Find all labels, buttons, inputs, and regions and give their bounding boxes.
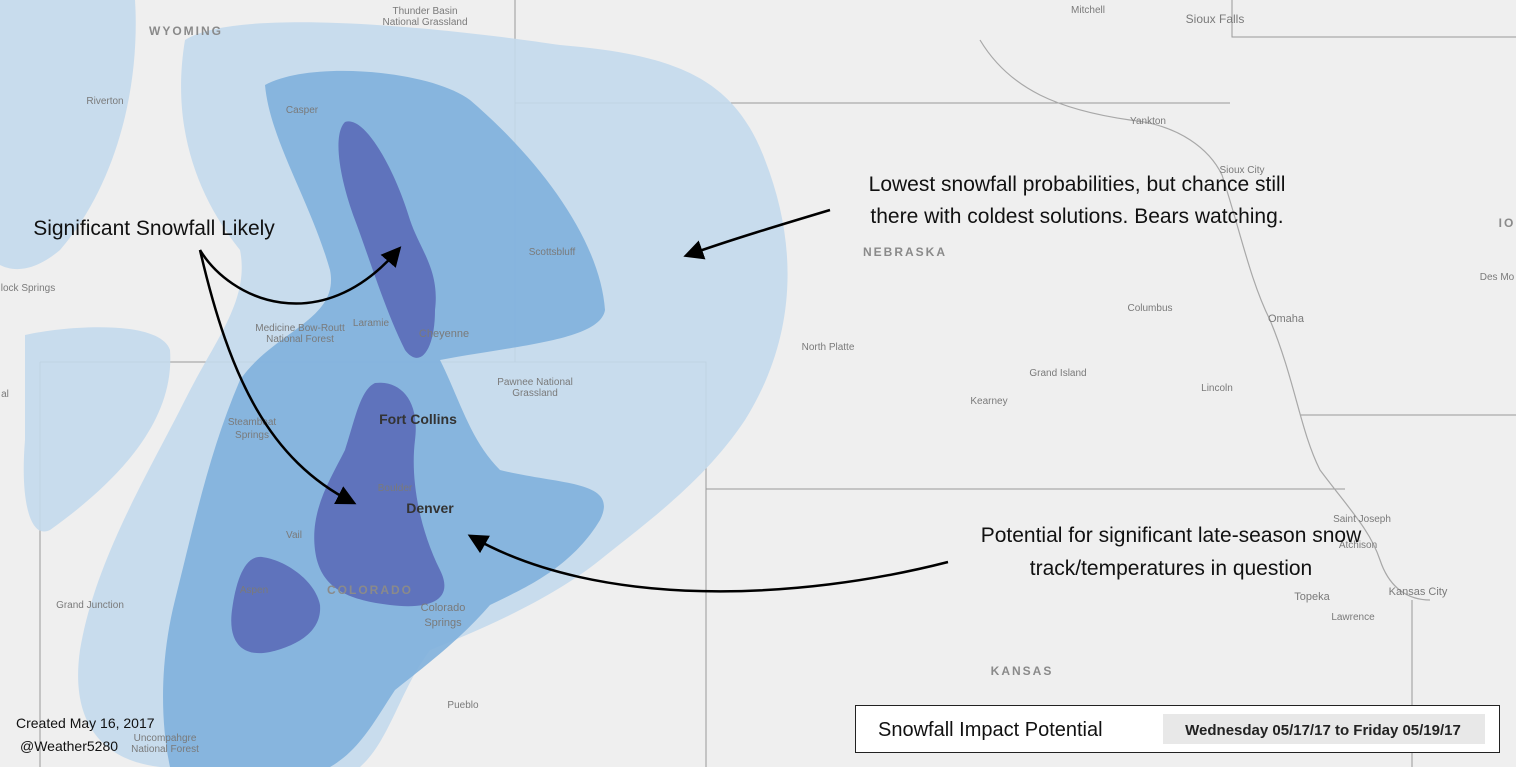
state-label: NEBRASKA	[863, 245, 947, 259]
place-label: Grand Island	[1029, 368, 1086, 379]
annotation: there with coldest solutions. Bears watc…	[870, 205, 1283, 228]
place-label: Aspen	[240, 585, 268, 596]
snow-areas	[0, 0, 788, 767]
place-label: Steamboat	[228, 417, 277, 428]
credit: Created May 16, 2017	[16, 715, 155, 731]
state-label: COLORADO	[327, 583, 413, 597]
place-label: lock Springs	[1, 283, 55, 294]
place-label: Springs	[235, 430, 269, 441]
place-labels: Thunder Basin National Grassland Mitchel…	[1, 5, 1515, 755]
credits: Created May 16, 2017 @Weather5280	[16, 715, 155, 754]
place-label: Casper	[286, 105, 319, 116]
place-label: Pawnee National	[497, 377, 573, 388]
place-label: al	[1, 389, 9, 400]
place-label: Springs	[424, 617, 462, 629]
place-label: Des Mo	[1480, 272, 1515, 283]
major-place-label: Fort Collins	[379, 411, 457, 427]
place-label: Lawrence	[1331, 612, 1375, 623]
place-label: Vail	[286, 530, 302, 541]
place-label: Cheyenne	[419, 328, 469, 340]
legend: Snowfall Impact Potential Wednesday 05/1…	[855, 705, 1500, 753]
place-label: Kearney	[970, 396, 1007, 407]
annotation: Lowest snowfall probabilities, but chanc…	[869, 173, 1286, 196]
place-label: Riverton	[86, 96, 123, 107]
place-label: Atchison	[1339, 540, 1377, 551]
place-label: Uncompahgre	[134, 733, 197, 744]
state-label: KANSAS	[991, 664, 1054, 678]
credit: @Weather5280	[20, 738, 118, 754]
major-place-label: Denver	[406, 500, 454, 516]
annotation: track/temperatures in question	[1030, 557, 1312, 580]
place-label: Colorado	[421, 602, 466, 614]
place-label: North Platte	[802, 342, 855, 353]
state-labels: WYOMING NEBRASKA COLORADO KANSAS IO	[149, 24, 1516, 678]
place-label: Grassland	[512, 388, 558, 399]
place-label: Sioux City	[1219, 165, 1264, 176]
state-label: WYOMING	[149, 24, 223, 38]
place-label: Omaha	[1268, 313, 1305, 325]
place-label: Laramie	[353, 318, 390, 329]
place-label: Saint Joseph	[1333, 514, 1391, 525]
place-label: Lincoln	[1201, 383, 1233, 394]
place-label: National Forest	[131, 744, 199, 755]
place-label: Columbus	[1127, 303, 1172, 314]
place-label: Medicine Bow-Routt	[255, 323, 345, 334]
place-label: Boulder	[378, 483, 413, 494]
annotation-arrows	[198, 208, 949, 593]
annotation: Significant Snowfall Likely	[33, 217, 275, 240]
place-label: Yankton	[1130, 116, 1166, 127]
legend-period: Wednesday 05/17/17 to Friday 05/19/17	[1185, 722, 1461, 739]
place-label: Sioux Falls	[1186, 12, 1245, 26]
place-label: Thunder Basin	[392, 6, 457, 17]
place-label: Topeka	[1294, 591, 1330, 603]
place-label: Pueblo	[447, 700, 479, 711]
legend-period-box	[1163, 714, 1485, 744]
place-label: Kansas City	[1389, 586, 1448, 598]
place-label: National Grassland	[382, 17, 467, 28]
state-label: IO	[1499, 216, 1516, 230]
place-label: National Forest	[266, 334, 334, 345]
annotations: Significant Snowfall Likely Lowest snowf…	[33, 173, 1362, 580]
place-label: Mitchell	[1071, 5, 1105, 16]
legend-title: Snowfall Impact Potential	[878, 719, 1103, 741]
annotation: Potential for significant late-season sn…	[981, 524, 1362, 547]
place-label: Scottsbluff	[529, 247, 576, 258]
place-label: Grand Junction	[56, 600, 124, 611]
